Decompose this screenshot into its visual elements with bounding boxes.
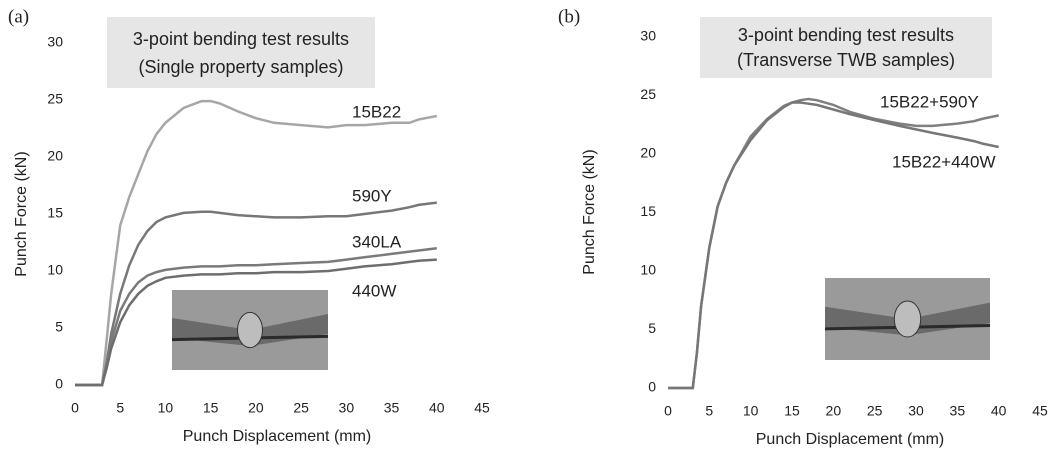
chart-title: 3-point bending test results: [133, 29, 349, 49]
x-tick-label: 40: [429, 400, 445, 416]
title-box: [107, 17, 375, 88]
x-tick-label: 5: [116, 400, 124, 416]
series-label: 15B22+590Y: [880, 92, 979, 111]
series-label: 340LA: [352, 232, 402, 251]
series-line: [668, 101, 999, 390]
y-tick-label: 10: [640, 262, 656, 278]
photo-dent: [237, 311, 263, 349]
y-tick-label: 5: [648, 320, 656, 336]
x-tick-label: 25: [293, 400, 309, 416]
x-tick-label: 5: [705, 403, 713, 419]
y-tick-label: 5: [55, 319, 63, 335]
series-label: 590Y: [352, 186, 392, 205]
x-tick-label: 45: [1032, 403, 1048, 419]
series-label: 15B22+440W: [892, 152, 996, 171]
y-tick-label: 15: [640, 203, 656, 219]
x-tick-label: 10: [743, 403, 759, 419]
y-tick-label: 30: [47, 34, 63, 50]
series-line: [75, 201, 437, 387]
x-axis-title: Punch Displacement (mm): [756, 431, 945, 448]
x-tick-label: 0: [71, 400, 79, 416]
x-tick-label: 35: [384, 400, 400, 416]
sample-photo: [824, 278, 991, 360]
x-tick-label: 15: [203, 400, 219, 416]
x-tick-label: 40: [991, 403, 1007, 419]
series-line: [75, 246, 437, 387]
x-tick-label: 10: [158, 400, 174, 416]
x-tick-label: 25: [867, 403, 883, 419]
x-tick-label: 20: [826, 403, 842, 419]
y-axis-title: Punch Force (kN): [581, 149, 598, 274]
x-tick-label: 30: [908, 403, 924, 419]
x-tick-label: 30: [339, 400, 355, 416]
panel-label: (b): [558, 6, 580, 27]
x-tick-label: 35: [950, 403, 966, 419]
y-tick-label: 25: [640, 86, 656, 102]
series-label: 15B22: [352, 102, 401, 121]
x-tick-label: 20: [248, 400, 264, 416]
series-line: [75, 258, 437, 387]
y-tick-label: 10: [47, 262, 63, 278]
photo-dent: [893, 300, 922, 338]
chart-subtitle: (Transverse TWB samples): [737, 50, 955, 70]
series-line: [75, 99, 438, 387]
title-box: [700, 17, 992, 78]
y-tick-label: 0: [55, 376, 63, 392]
series-label: 440W: [352, 281, 396, 300]
chart-subtitle: (Single property samples): [138, 57, 343, 77]
chart-title: 3-point bending test results: [738, 25, 954, 45]
y-tick-label: 20: [640, 145, 656, 161]
y-tick-label: 30: [640, 28, 656, 44]
y-tick-label: 25: [47, 91, 63, 107]
y-tick-label: 20: [47, 148, 63, 164]
y-axis-title: Punch Force (kN): [13, 151, 30, 276]
y-tick-label: 0: [648, 379, 656, 395]
x-axis-title: Punch Displacement (mm): [183, 428, 372, 445]
x-tick-label: 45: [474, 400, 490, 416]
sample-photo: [171, 290, 329, 370]
x-tick-label: 15: [784, 403, 800, 419]
y-tick-label: 15: [47, 205, 63, 221]
panel-label: (a): [8, 6, 29, 27]
x-tick-label: 0: [664, 403, 672, 419]
